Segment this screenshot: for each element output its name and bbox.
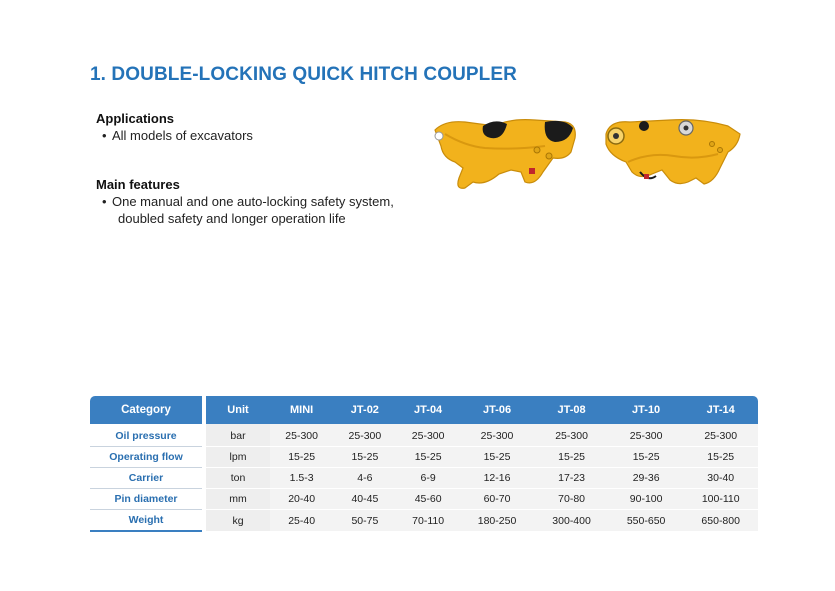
row-category: Operating flow [90, 447, 202, 468]
header-mini: MINI [270, 396, 334, 424]
header-jt-02: JT-02 [333, 396, 397, 424]
applications-item: • All models of excavators [96, 127, 253, 144]
bullet-icon: • [102, 128, 107, 143]
cell-value: 15-25 [683, 447, 758, 468]
row-unit: lpm [202, 447, 270, 468]
cell-value: 1.5-3 [270, 468, 334, 489]
header-jt-06: JT-06 [459, 396, 535, 424]
cell-value: 17-23 [534, 468, 609, 489]
quick-hitch-coupler-angled-view [605, 119, 741, 185]
row-category: Weight [90, 510, 202, 532]
cell-value: 15-25 [270, 447, 334, 468]
table-row: Operating flow lpm 15-25 15-25 15-25 15-… [90, 447, 758, 468]
cell-value: 25-300 [396, 424, 460, 447]
page-title: 1. DOUBLE-LOCKING QUICK HITCH COUPLER [90, 64, 517, 85]
table-row: Carrier ton 1.5-3 4-6 6-9 12-16 17-23 29… [90, 468, 758, 489]
cell-value: 550-650 [608, 510, 684, 532]
main-features-item-line1: One manual and one auto-locking safety s… [112, 194, 394, 209]
quick-hitch-coupler-side-view [434, 119, 576, 189]
cell-value: 90-100 [608, 489, 684, 510]
applications-heading: Applications [96, 111, 175, 126]
cell-value: 25-300 [459, 424, 535, 447]
cell-value: 29-36 [608, 468, 684, 489]
applications-item-text: All models of excavators [112, 128, 253, 143]
cell-value: 30-40 [683, 468, 758, 489]
applications-section: Applications • All models of excavators [96, 111, 253, 144]
cell-value: 20-40 [270, 489, 334, 510]
cell-value: 25-300 [683, 424, 758, 447]
bullet-icon: • [102, 194, 107, 209]
cell-value: 25-300 [270, 424, 334, 447]
cell-value: 40-45 [333, 489, 397, 510]
row-unit: mm [202, 489, 270, 510]
cell-value: 70-110 [396, 510, 460, 532]
table-row: Weight kg 25-40 50-75 70-110 180-250 300… [90, 510, 758, 532]
main-features-heading: Main features [96, 177, 180, 192]
row-unit: ton [202, 468, 270, 489]
cell-value: 15-25 [534, 447, 609, 468]
row-unit: bar [202, 424, 270, 447]
header-jt-14: JT-14 [683, 396, 758, 424]
cell-value: 45-60 [396, 489, 460, 510]
header-unit: Unit [202, 396, 270, 424]
cell-value: 15-25 [608, 447, 684, 468]
cell-value: 60-70 [459, 489, 535, 510]
cell-value: 15-25 [333, 447, 397, 468]
cell-value: 300-400 [534, 510, 609, 532]
row-category: Carrier [90, 468, 202, 489]
cell-value: 650-800 [683, 510, 758, 532]
cell-value: 4-6 [333, 468, 397, 489]
cell-value: 100-110 [683, 489, 758, 510]
row-unit: kg [202, 510, 270, 532]
table-header-row: Category Unit MINI JT-02 JT-04 JT-06 JT-… [90, 396, 758, 424]
cell-value: 25-300 [608, 424, 684, 447]
header-category: Category [90, 396, 202, 424]
cell-value: 6-9 [396, 468, 460, 489]
table-row: Oil pressure bar 25-300 25-300 25-300 25… [90, 424, 758, 447]
cell-value: 25-300 [534, 424, 609, 447]
cell-value: 70-80 [534, 489, 609, 510]
table-row: Pin diameter mm 20-40 40-45 45-60 60-70 … [90, 489, 758, 510]
cell-value: 15-25 [459, 447, 535, 468]
cell-value: 25-40 [270, 510, 334, 532]
header-jt-10: JT-10 [608, 396, 684, 424]
spec-table: Category Unit MINI JT-02 JT-04 JT-06 JT-… [90, 396, 758, 532]
main-features-item-line2: doubled safety and longer operation life [118, 211, 346, 226]
header-jt-04: JT-04 [396, 396, 460, 424]
cell-value: 15-25 [396, 447, 460, 468]
cell-value: 50-75 [333, 510, 397, 532]
main-features-item: • One manual and one auto-locking safety … [96, 193, 394, 227]
main-features-section: Main features • One manual and one auto-l… [96, 177, 394, 227]
row-category: Pin diameter [90, 489, 202, 510]
header-jt-08: JT-08 [534, 396, 609, 424]
cell-value: 25-300 [333, 424, 397, 447]
row-category: Oil pressure [90, 424, 202, 447]
cell-value: 180-250 [459, 510, 535, 532]
cell-value: 12-16 [459, 468, 535, 489]
